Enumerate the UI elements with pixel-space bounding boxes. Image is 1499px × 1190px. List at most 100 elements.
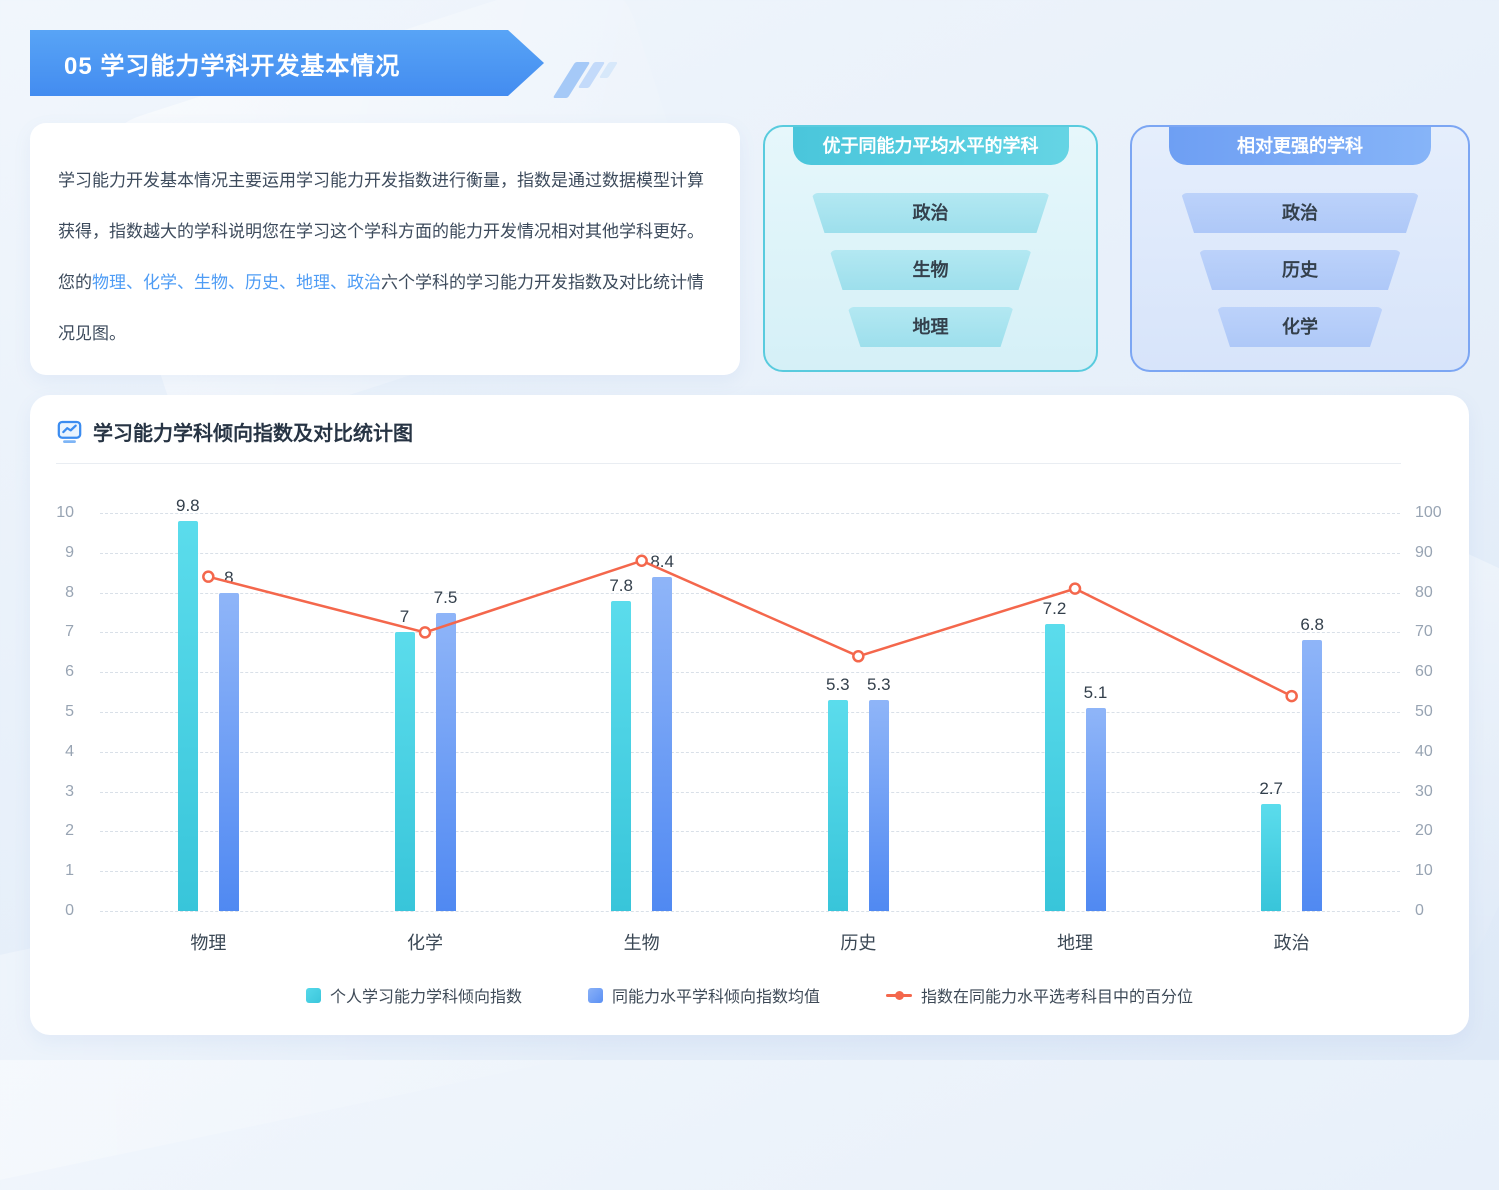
right-axis-tick: 90 bbox=[1415, 543, 1433, 561]
panel-above-average-title: 优于同能力平均水平的学科 bbox=[792, 127, 1069, 165]
intro-text: 学习能力开发基本情况主要运用学习能力开发指数进行衡量，指数是通过数据模型计算获得… bbox=[58, 155, 712, 359]
legend-label: 个人学习能力学科倾向指数 bbox=[329, 989, 522, 1006]
gridline bbox=[100, 672, 1400, 674]
legend-label: 同能力水平学科倾向指数均值 bbox=[611, 989, 820, 1006]
x-axis-category-label: 物理 bbox=[190, 933, 227, 953]
right-axis-tick: 30 bbox=[1415, 782, 1433, 800]
x-axis-category-label: 化学 bbox=[407, 933, 443, 953]
section-title: 05 学习能力学科开发基本情况 bbox=[64, 52, 401, 80]
panel-above-average-subjects: 优于同能力平均水平的学科 政治 生物 地理 bbox=[763, 125, 1098, 372]
legend-item-average-index[interactable]: 同能力水平学科倾向指数均值 bbox=[587, 983, 820, 1007]
gridline bbox=[100, 911, 1400, 912]
gridline bbox=[100, 871, 1400, 873]
left-axis-tick: 1 bbox=[65, 862, 74, 880]
intro-subject-list: 物理、化学、生物、历史、地理、政治 bbox=[92, 273, 381, 292]
left-axis-tick: 6 bbox=[65, 663, 74, 681]
bar-series1-生物 bbox=[652, 576, 673, 911]
x-axis-category-label: 地理 bbox=[1057, 933, 1093, 953]
bar-series0-物理 bbox=[177, 520, 198, 911]
right-axis-tick: 60 bbox=[1415, 663, 1433, 681]
blue-square-icon bbox=[587, 987, 603, 1003]
bar-value-label: 7.2 bbox=[1042, 599, 1067, 619]
right-axis-tick: 80 bbox=[1415, 583, 1433, 601]
bar-series1-物理 bbox=[218, 592, 239, 911]
gridline bbox=[100, 592, 1400, 594]
bar-series0-地理 bbox=[1044, 624, 1065, 911]
line-chart-icon bbox=[57, 420, 82, 443]
bar-value-label: 6.8 bbox=[1300, 615, 1324, 635]
left-axis-tick: 4 bbox=[65, 742, 74, 760]
chart-legend: 个人学习能力学科倾向指数 同能力水平学科倾向指数均值 指数在同能力水平选考科目中… bbox=[30, 983, 1469, 1007]
bar-value-label: 8 bbox=[224, 567, 234, 587]
x-axis-category-label: 政治 bbox=[1273, 933, 1310, 953]
right-axis-tick: 40 bbox=[1415, 742, 1433, 760]
bar-value-label: 7.8 bbox=[609, 575, 633, 595]
gridline bbox=[100, 751, 1400, 753]
bar-value-label: 7 bbox=[399, 607, 410, 627]
left-axis-tick: 2 bbox=[65, 822, 74, 840]
bar-series1-历史 bbox=[868, 700, 889, 911]
percentile-point bbox=[1285, 689, 1298, 703]
gridline bbox=[100, 712, 1400, 713]
red-line-marker-icon bbox=[886, 990, 912, 1000]
left-axis-tick: 9 bbox=[65, 543, 74, 561]
left-axis-tick: 5 bbox=[65, 703, 74, 720]
legend-item-personal-index[interactable]: 个人学习能力学科倾向指数 bbox=[305, 983, 522, 1007]
left-axis-tick: 3 bbox=[65, 782, 74, 800]
chart-card: 学习能力学科倾向指数及对比统计图 0 1 2 3 4 5 6 7 8 9 10 0 10 20 30 40 50… bbox=[30, 395, 1469, 1035]
bar-value-label: 7.5 bbox=[433, 587, 458, 607]
x-axis-category-label: 生物 bbox=[623, 933, 660, 953]
funnel-item-subject: 政治 bbox=[812, 193, 1050, 233]
section-banner: 05 学习能力学科开发基本情况 bbox=[30, 30, 544, 96]
gridline bbox=[100, 831, 1400, 833]
funnel-item-subject: 化学 bbox=[1217, 307, 1383, 347]
bar-series1-地理 bbox=[1085, 708, 1106, 911]
banner-slash-decoration bbox=[552, 62, 618, 98]
bar-series0-政治 bbox=[1261, 803, 1282, 911]
intro-card: 学习能力开发基本情况主要运用学习能力开发指数进行衡量，指数是通过数据模型计算获得… bbox=[30, 123, 740, 375]
right-axis-tick: 10 bbox=[1415, 862, 1433, 880]
section-banner-row: 05 学习能力学科开发基本情况 bbox=[30, 30, 670, 98]
percentile-line bbox=[208, 559, 1293, 698]
gridline bbox=[100, 632, 1400, 634]
bar-value-label: 5.1 bbox=[1083, 683, 1108, 703]
chart-title: 学习能力学科倾向指数及对比统计图 bbox=[93, 423, 413, 445]
panel-stronger-subjects: 相对更强的学科 政治 历史 化学 bbox=[1130, 125, 1470, 372]
bar-value-label: 9.8 bbox=[176, 495, 200, 515]
chart-plot-area: 0 1 2 3 4 5 6 7 8 9 10 0 10 20 30 40 50 60 70 80 90 100 物理 化学 生物… bbox=[56, 496, 1442, 953]
gridline bbox=[100, 513, 1400, 514]
divider bbox=[56, 463, 1401, 464]
left-axis-tick: 10 bbox=[56, 504, 74, 521]
funnel-item-subject: 政治 bbox=[1181, 193, 1419, 233]
x-axis-category-label: 历史 bbox=[840, 933, 877, 953]
left-axis-tick: 0 bbox=[65, 902, 74, 919]
bar-value-label: 5.3 bbox=[867, 675, 891, 695]
gridline bbox=[100, 552, 1400, 554]
funnel-item-subject: 地理 bbox=[848, 307, 1014, 347]
legend-label: 指数在同能力水平选考科目中的百分位 bbox=[921, 989, 1194, 1006]
gridline bbox=[100, 791, 1400, 793]
bar-series0-化学 bbox=[394, 632, 415, 911]
teal-square-icon bbox=[305, 987, 321, 1003]
right-axis-tick: 100 bbox=[1415, 504, 1442, 521]
right-axis-tick: 0 bbox=[1415, 902, 1424, 919]
intro-text-before: 学习能力开发基本情况主要运用学习能力开发指数进行衡量，指数是通过数据模型计算获得… bbox=[58, 171, 704, 292]
bar-series1-化学 bbox=[435, 612, 456, 911]
bar-value-label: 2.7 bbox=[1259, 778, 1283, 798]
left-axis-tick: 8 bbox=[65, 583, 74, 601]
funnel-item-subject: 生物 bbox=[830, 250, 1032, 290]
panel-stronger-title: 相对更强的学科 bbox=[1169, 127, 1431, 165]
right-axis-tick: 50 bbox=[1415, 703, 1433, 720]
bar-series0-历史 bbox=[827, 700, 848, 911]
chart-header: 学习能力学科倾向指数及对比统计图 bbox=[56, 417, 413, 446]
bar-series1-政治 bbox=[1302, 640, 1323, 911]
percentile-point bbox=[852, 650, 865, 663]
bar-value-label: 8.4 bbox=[650, 551, 674, 571]
intro-text-after: 六个学科的学习能力开发指数及对比统计情况见图。 bbox=[58, 273, 704, 343]
right-axis-tick: 20 bbox=[1415, 822, 1433, 840]
bar-series0-生物 bbox=[611, 600, 632, 911]
right-axis-tick: 70 bbox=[1415, 623, 1433, 641]
funnel-item-subject: 历史 bbox=[1199, 250, 1401, 290]
left-axis-tick: 7 bbox=[65, 623, 74, 641]
legend-item-percentile[interactable]: 指数在同能力水平选考科目中的百分位 bbox=[886, 983, 1193, 1007]
